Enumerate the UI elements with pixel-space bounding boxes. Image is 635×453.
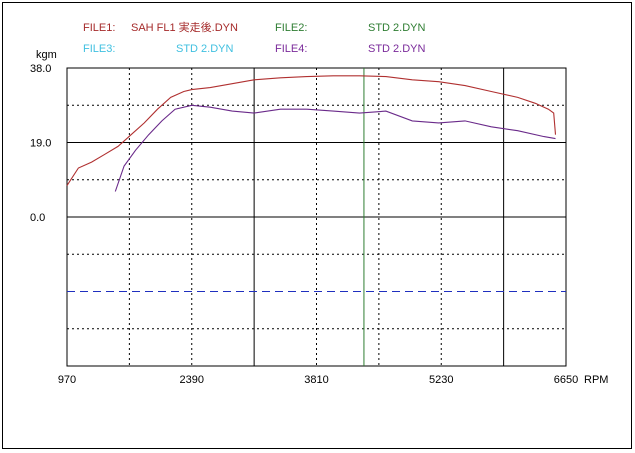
series-line-2: [114, 104, 556, 192]
chart-grid: [66, 67, 567, 367]
x-tick-label: 5230: [429, 374, 453, 386]
file-legend: FILE1: SAH FL1 実走後.DYN FILE2: STD 2.DYN FILE…: [83, 20, 426, 55]
x-tick-label: 2390: [180, 374, 204, 386]
file-value-3: STD 2.DYN: [176, 43, 234, 55]
x-tick-label: 3810: [304, 374, 328, 386]
x-tick-label: 6650: [554, 374, 578, 386]
file-value-2: STD 2.DYN: [368, 22, 426, 34]
series-line-1: [66, 75, 557, 186]
x-axis-label: RPM: [584, 374, 608, 386]
file-label-3: FILE3:: [83, 43, 115, 55]
x-tick-label: 970: [58, 374, 76, 386]
file-label-2: FILE2:: [275, 22, 307, 34]
file-value-4: STD 2.DYN: [368, 43, 426, 55]
y-tick-label: 0.0: [30, 212, 45, 224]
file-value-1: SAH FL1 実走後.DYN: [131, 20, 238, 34]
series-group: [66, 75, 557, 192]
file-label-4: FILE4:: [275, 43, 307, 55]
y-axis-label: kgm: [36, 49, 57, 61]
file-label-1: FILE1:: [83, 22, 115, 34]
tick-labels: kgm 38.0 19.0 0.0 970 2390 3810 5230 6650 RPM: [30, 49, 608, 386]
y-tick-label: 38.0: [30, 63, 51, 75]
y-tick-label: 19.0: [30, 138, 51, 150]
